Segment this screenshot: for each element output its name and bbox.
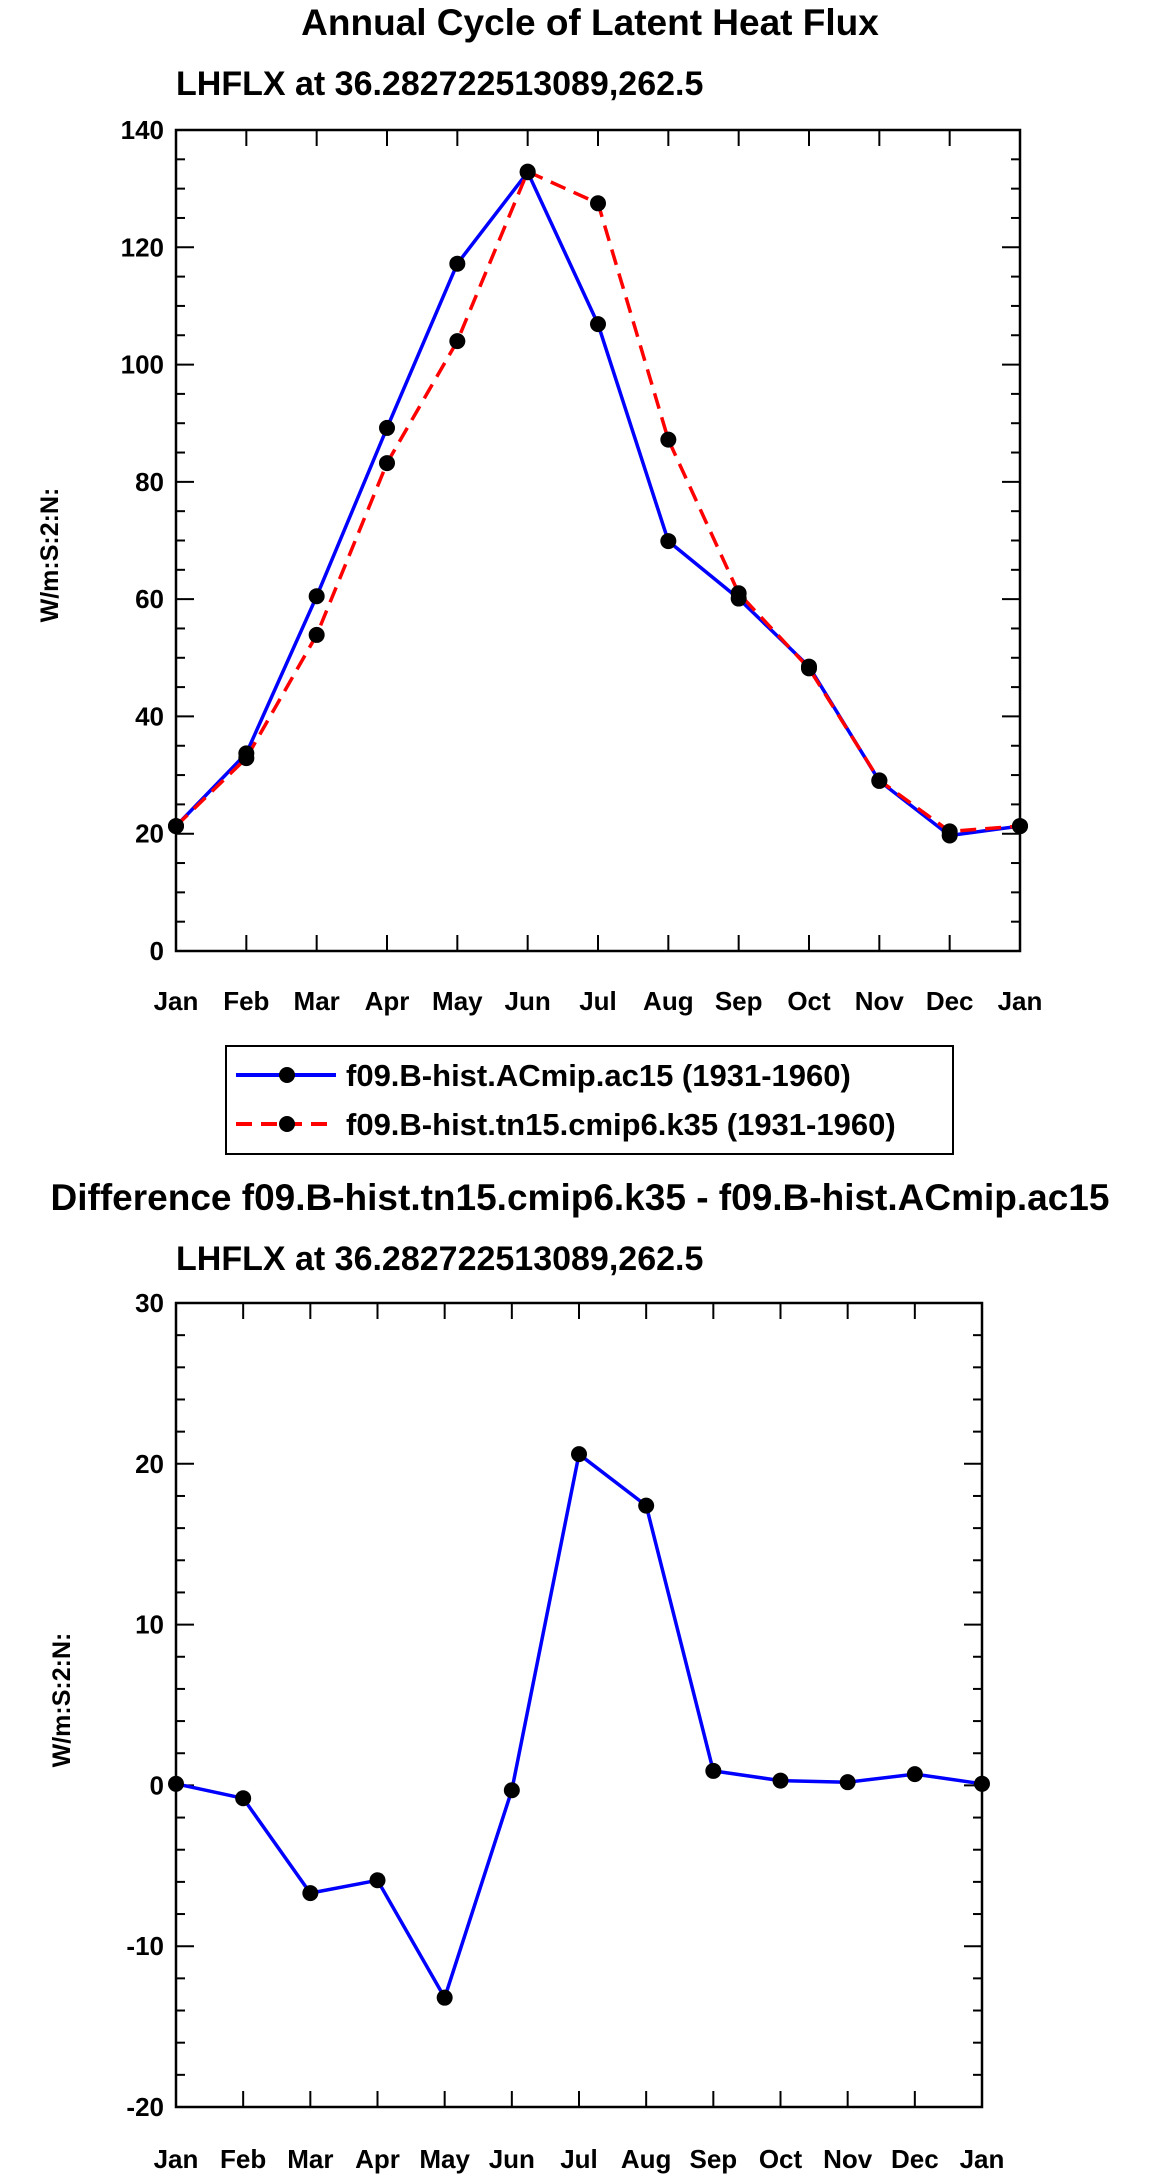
- chart1-series-2-point: [660, 431, 677, 448]
- chart1-subtitle: LHFLX at 36.282722513089,262.5: [176, 65, 703, 103]
- chart2-x-tick-label: Jun: [489, 2144, 535, 2174]
- chart2-subtitle: LHFLX at 36.282722513089,262.5: [176, 1240, 703, 1278]
- chart1-x-tick-label: Feb: [223, 986, 269, 1016]
- chart2-series-1-point: [705, 1762, 722, 1779]
- chart1-x-tick-label: Jan: [998, 986, 1043, 1016]
- chart2-series-1-point: [974, 1775, 990, 1792]
- chart2-x-tick-label: Jul: [560, 2144, 598, 2174]
- chart1-y-tick-label: 20: [135, 819, 164, 849]
- chart1-y-tick-label: 40: [135, 701, 164, 731]
- chart1-series-1-point: [308, 588, 325, 605]
- legend-marker-series-1: [279, 1067, 295, 1083]
- chart1-series-2-point: [801, 660, 817, 677]
- chart1-y-tick-label: 100: [121, 350, 164, 380]
- chart2-x-tick-label: May: [419, 2144, 470, 2174]
- chart2-y-axis-label: W/m:S:2:N:: [48, 1633, 76, 1768]
- chart1-y-tick-label: 60: [135, 584, 164, 614]
- chart1-series-2-point: [308, 626, 325, 643]
- chart2-x-tick-label: Feb: [220, 2144, 266, 2174]
- chart2-y-tick-label: 30: [135, 1288, 164, 1318]
- chart1-x-tick-label: Nov: [855, 986, 905, 1016]
- chart1-series-2-point: [449, 333, 466, 350]
- chart2-series-1-point: [436, 1989, 453, 2006]
- chart2-x-tick-label: Jan: [960, 2144, 1005, 2174]
- chart2-y-tick-label: -20: [126, 2092, 164, 2122]
- chart1-series-2-point: [519, 163, 536, 180]
- chart2-x-tick-label: Jan: [154, 2144, 199, 2174]
- chart1-y-tick-label: 80: [135, 467, 164, 497]
- chart2-series-1-point: [906, 1766, 923, 1783]
- chart2-series-1-point: [168, 1775, 184, 1792]
- chart1-y-tick-label: 140: [121, 115, 164, 145]
- chart1-series-2-point: [238, 750, 255, 767]
- chart2-x-tick-label: Aug: [621, 2144, 672, 2174]
- chart2-series-1-point: [369, 1872, 386, 1889]
- chart2-series-1-point: [503, 1782, 520, 1799]
- chart1-title: Annual Cycle of Latent Heat Flux: [301, 2, 879, 43]
- chart2-x-tick-label: Apr: [355, 2144, 400, 2174]
- chart1-legend: f09.B-hist.ACmip.ac15 (1931-1960) f09.B-…: [225, 1045, 954, 1155]
- chart1-x-tick-label: Aug: [643, 986, 694, 1016]
- chart1-x-tick-label: Mar: [294, 986, 340, 1016]
- chart2-y-tick-label: 0: [150, 1770, 164, 1800]
- chart1-x-tick-label: Jan: [154, 986, 199, 1016]
- legend-box: [225, 1045, 954, 1155]
- legend-marker-series-2: [279, 1116, 295, 1132]
- chart1-x-tick-label: Sep: [715, 986, 763, 1016]
- chart1-series-1-point: [449, 255, 466, 272]
- chart1-series-2-point: [168, 818, 184, 835]
- chart2-series-1-point: [302, 1885, 319, 1902]
- chart1-series-2-point: [590, 195, 606, 212]
- chart2-series-1-line: [175, 1452, 983, 2000]
- chart2-x-tick-label: Nov: [823, 2144, 873, 2174]
- chart1-x-tick-label: Dec: [926, 986, 974, 1016]
- chart1-x-tick-label: Jun: [505, 986, 551, 1016]
- chart2-series-1-point: [772, 1772, 789, 1789]
- chart2-x-tick-label: Oct: [759, 2144, 803, 2174]
- chart1-y-tick-label: 0: [150, 936, 164, 966]
- chart2-series-1-point: [839, 1774, 856, 1791]
- chart2-y-tick-label: 10: [135, 1610, 164, 1640]
- chart1-series-2-line: [174, 169, 1021, 834]
- chart1-x-tick-label: Jul: [579, 986, 617, 1016]
- chart2-series-1-point: [235, 1790, 252, 1807]
- chart1-x-tick-label: Oct: [787, 986, 831, 1016]
- legend-label-series-2: f09.B-hist.tn15.cmip6.k35 (1931-1960): [346, 1107, 896, 1142]
- chart1-x-tick-label: May: [432, 986, 483, 1016]
- chart2-series-1-point: [571, 1446, 587, 1463]
- chart1-series-2-point: [730, 585, 747, 602]
- chart1-series-1-point: [379, 419, 395, 436]
- chart2-plot-frame: [174, 1301, 984, 2109]
- chart1-x-tick-label: Apr: [365, 986, 410, 1016]
- chart1-series-2-point: [941, 823, 958, 840]
- chart1-series-2-point: [1012, 818, 1028, 835]
- chart2-y-tick-label: 20: [135, 1449, 164, 1479]
- chart1-series-1-point: [660, 533, 677, 550]
- chart2-title: Difference f09.B-hist.tn15.cmip6.k35 - f…: [51, 1177, 1110, 1218]
- chart1-series-2-point: [379, 455, 395, 472]
- chart2-y-tick-label: -10: [126, 1931, 164, 1961]
- chart2-series-1-point: [638, 1497, 655, 1514]
- chart1-series-2-point: [871, 772, 888, 789]
- chart1-y-axis-label: W/m:S:2:N:: [36, 488, 64, 623]
- chart1-series-1-point: [590, 316, 606, 333]
- chart2-x-tick-label: Sep: [689, 2144, 737, 2174]
- chart1-y-tick-label: 120: [121, 232, 164, 262]
- chart1-series-1-line: [174, 170, 1021, 838]
- legend-label-series-1: f09.B-hist.ACmip.ac15 (1931-1960): [346, 1058, 851, 1093]
- chart2-x-tick-label: Mar: [287, 2144, 333, 2174]
- chart2-x-tick-label: Dec: [891, 2144, 939, 2174]
- chart1-plot-frame: [174, 128, 1022, 953]
